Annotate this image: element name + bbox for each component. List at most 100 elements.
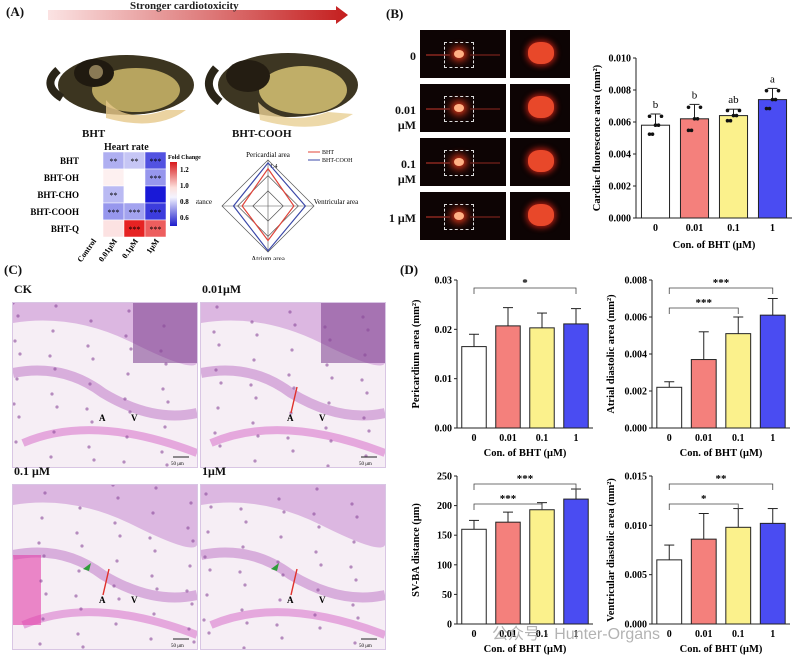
y-tick-label: 0.01 [435, 374, 453, 385]
heatmap-row-label: BHT-CHO [37, 190, 79, 200]
green-arrowhead [83, 563, 91, 571]
fluor-heart-signal [454, 212, 464, 220]
chart-d-ventricular: 0.000 0.005 0.010 0.015 0 0.01 0.1 1 Con. of BHT… [606, 472, 790, 655]
fluor-tail-signal [470, 162, 500, 164]
cell-dot [239, 507, 243, 511]
y-tick-label: 250 [437, 472, 452, 483]
cell-dot [161, 387, 165, 391]
cell-dot [245, 621, 249, 625]
cell-dot [319, 563, 323, 567]
sig-label: * [522, 277, 528, 289]
sig-letter: b [653, 99, 659, 111]
heatmap-sig: *** [129, 208, 141, 217]
x-axis-label: Con. of BHT (μM) [680, 644, 763, 655]
heatmap-cell [81, 202, 104, 221]
cell-dot [55, 405, 59, 409]
cell-dot [256, 434, 260, 438]
bar-0.01 [495, 521, 521, 625]
larva-image-bht-cooh [198, 40, 358, 128]
cell-dot [286, 436, 290, 440]
heatmap-row-label: BHT-OH [44, 173, 79, 183]
cell-dot [191, 539, 195, 543]
cell-dot [280, 636, 284, 640]
cell-dot [362, 416, 366, 420]
cell-dot [292, 386, 296, 390]
bar-0.1 [718, 115, 749, 219]
fluor-whole-image [420, 30, 506, 78]
cell-dot [290, 348, 294, 352]
sig-label: ** [716, 473, 728, 485]
tissue-band [13, 547, 197, 603]
fluor-heart-signal [454, 104, 464, 112]
histology-label: 0.1 μM [14, 464, 51, 478]
sig-label: * [701, 493, 707, 505]
cell-dot [205, 593, 209, 597]
cell-dot [275, 623, 279, 627]
scale-label: 50 μm [359, 462, 372, 467]
y-tick-label: 200 [437, 501, 452, 512]
watermark: 公众号 · Hunter-Organs [492, 626, 661, 643]
heatmap-cell [144, 219, 167, 238]
cell-dot [238, 570, 242, 574]
histology-label: 1μM [202, 464, 227, 478]
bar-0.1 [529, 509, 555, 625]
fluor-heart-zoom [528, 150, 554, 172]
sig-bracket [668, 287, 774, 294]
larva-label-bht-cooh: BHT-COOH [232, 128, 292, 140]
y-tick-label: 0.000 [625, 424, 648, 435]
fluor-zoom-image [510, 84, 570, 132]
y-tick-label: 0.015 [625, 472, 648, 483]
sig-label: *** [500, 493, 517, 505]
cell-dot [51, 329, 55, 333]
cell-dot [212, 330, 216, 334]
cell-dot [163, 425, 167, 429]
cell-dot [90, 420, 94, 424]
cell-dot [129, 347, 133, 351]
x-tick-label: 1 [574, 433, 579, 444]
heatmap-col-label: Control [76, 236, 99, 264]
y-tick-label: 150 [437, 531, 452, 542]
bar-0 [640, 124, 671, 219]
atrium-marker: A [99, 595, 106, 605]
cell-dot [192, 640, 196, 644]
colorbar-tick: 1.2 [180, 166, 189, 174]
radar-series-BHT-COOH [232, 161, 307, 252]
bar-0.1 [725, 526, 752, 625]
fluor-row-label: 0.01 μM [395, 103, 416, 132]
cell-dot [115, 559, 119, 563]
cell-dot [277, 497, 281, 501]
cell-dot [165, 463, 169, 467]
sig-bracket [473, 287, 577, 294]
cell-dot [354, 578, 358, 582]
fluor-zoom-box [444, 204, 474, 230]
cell-dot [329, 439, 333, 443]
cell-dot [367, 429, 371, 433]
y-tick-label: 0.010 [625, 521, 648, 532]
bar-0 [461, 346, 487, 429]
cell-dot [162, 324, 166, 328]
cell-dot [78, 506, 82, 510]
heatmap-col-label: 0.01μM [97, 237, 120, 264]
y-tick-label: 0.005 [625, 570, 648, 581]
heatmap-title: Heart rate [104, 142, 149, 153]
cell-dot [203, 555, 207, 559]
fluor-row-label: 1 μM [388, 211, 416, 225]
x-tick-label: 0.01 [695, 629, 713, 640]
histology-section: A V 50 μm [201, 485, 385, 649]
tissue-band [201, 485, 385, 548]
cell-dot [49, 455, 53, 459]
data-point [686, 128, 691, 133]
cell-dot [127, 309, 131, 313]
heatmap-sig: *** [150, 157, 162, 166]
y-tick-label: 0.03 [435, 276, 453, 287]
data-point [725, 118, 730, 123]
cell-dot [164, 362, 168, 366]
sig-letter: ab [728, 94, 739, 106]
cell-dot [153, 549, 157, 553]
sig-bracket [473, 483, 577, 490]
atrium-marker: A [99, 413, 106, 423]
cell-dot [241, 545, 245, 549]
data-point [767, 106, 772, 111]
larva-label-bht: BHT [82, 128, 106, 140]
scale-label: 50 μm [171, 644, 184, 649]
